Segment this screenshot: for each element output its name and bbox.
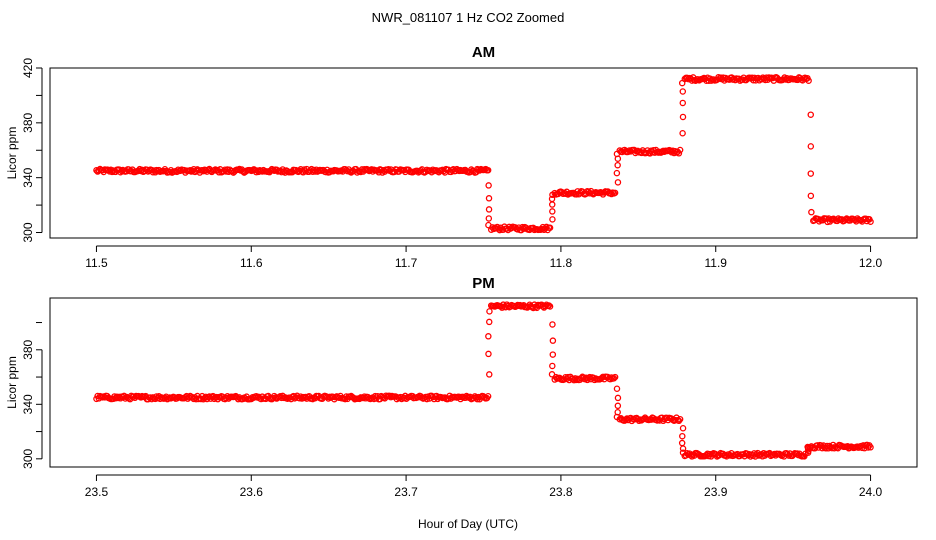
pm-transition-point [486, 371, 493, 378]
am-y-axis-title: Licor ppm [5, 127, 19, 180]
pm-y-tick-label: 300 [21, 448, 35, 468]
pm-transition-point [679, 432, 686, 440]
pm-data-point [545, 302, 553, 309]
am-panel: AM Licor ppm 11.5 11.6 11.7 11.8 11.9 12.0 300 34… [5, 44, 918, 270]
am-data-point [546, 224, 554, 232]
pm-y-tick-label: 340 [21, 394, 35, 414]
pm-transition-point [613, 413, 621, 421]
am-transition-point [549, 216, 556, 223]
pm-panel-title: PM [472, 275, 495, 292]
am-x-tick-label: 11.6 [240, 256, 263, 270]
am-transition-point [549, 191, 556, 199]
pm-transition-point [679, 445, 687, 452]
pm-panel: PM Licor ppm 23.5 23.6 23.7 23.8 23.9 24.0 300 34… [5, 275, 918, 499]
am-transition-point [679, 99, 687, 107]
am-y-tick-label: 380 [21, 113, 35, 133]
am-x-tick-label: 11.7 [395, 256, 418, 270]
pm-plot-frame [49, 297, 918, 468]
am-x-tick-label: 11.8 [550, 256, 573, 270]
am-transition-point [614, 179, 622, 186]
pm-transition-point [549, 321, 556, 328]
am-transition-point [678, 79, 686, 87]
pm-x-tick-label: 23.8 [549, 485, 573, 499]
pm-transition-point [679, 449, 687, 456]
pm-x-tick-label: 23.6 [240, 485, 264, 499]
am-transition-point [548, 195, 556, 203]
pm-x-tick-label: 23.9 [704, 485, 728, 499]
pm-data-point [484, 392, 492, 400]
pm-transition-point [485, 333, 492, 340]
am-transition-point [485, 195, 493, 202]
am-panel-title: AM [472, 44, 495, 61]
am-transition-point [679, 129, 686, 137]
x-axis-title: Hour of Day (UTC) [418, 517, 518, 531]
pm-data-point [610, 375, 618, 382]
am-x-tick-label: 11.5 [85, 256, 108, 270]
am-data-point [675, 150, 683, 157]
am-data-point [611, 189, 619, 197]
am-transition-point [808, 208, 815, 216]
pm-data-point [867, 444, 874, 451]
pm-transition-point [804, 443, 811, 451]
pm-transition-point [679, 425, 687, 432]
pm-data-point [676, 415, 684, 423]
pm-transition-point [549, 362, 556, 370]
am-transition-point [679, 113, 687, 121]
pm-y-tick-label: 380 [21, 339, 35, 359]
am-y-tick-label: 300 [21, 222, 35, 242]
am-x-tick-label: 12.0 [859, 256, 883, 270]
am-data-point [683, 74, 691, 82]
pm-transition-point [485, 350, 492, 358]
pm-transition-point [614, 402, 622, 410]
am-transition-point [485, 182, 492, 189]
am-transition-point [549, 208, 556, 215]
am-transition-point [807, 192, 815, 200]
pm-transition-point [549, 337, 557, 344]
pm-transition-point [548, 371, 556, 378]
am-plot-frame [49, 67, 918, 239]
am-transition-point [485, 206, 493, 213]
am-x-tick-label: 11.9 [704, 256, 727, 270]
am-transition-point [548, 201, 556, 208]
am-transition-point [485, 215, 493, 222]
pm-data-point [623, 415, 631, 422]
am-data-point [867, 218, 874, 225]
am-transition-point [679, 88, 687, 95]
am-data-point [676, 146, 684, 154]
pm-data-points [93, 301, 874, 460]
am-data-points [93, 73, 874, 234]
pm-transition-point [486, 308, 493, 315]
am-transition-point [807, 170, 815, 177]
am-y-tick-label: 420 [21, 58, 35, 78]
am-y-tick-label: 340 [21, 167, 35, 187]
pm-data-point [611, 373, 619, 381]
am-data-point [805, 77, 812, 84]
pm-transition-point [614, 394, 622, 402]
pm-data-point [546, 303, 554, 310]
pm-transition-point [485, 318, 493, 326]
pm-x-tick-label: 24.0 [859, 485, 883, 499]
pm-x-tick-label: 23.7 [394, 485, 418, 499]
pm-y-axis-title: Licor ppm [5, 356, 19, 409]
pm-transition-point [549, 351, 557, 358]
am-transition-point [807, 143, 815, 150]
am-data-point [573, 191, 580, 198]
am-transition-point [613, 169, 621, 177]
am-transition-point [807, 111, 815, 118]
chart-main-title: NWR_081107 1 Hz CO2 Zoomed [372, 10, 565, 25]
pm-transition-point [613, 385, 621, 393]
am-transition-point [613, 150, 621, 158]
am-transition-point [614, 161, 621, 169]
pm-x-tick-label: 23.5 [85, 485, 109, 499]
am-transition-point [485, 221, 492, 229]
pm-transition-point [678, 439, 686, 447]
am-data-point [484, 166, 492, 174]
